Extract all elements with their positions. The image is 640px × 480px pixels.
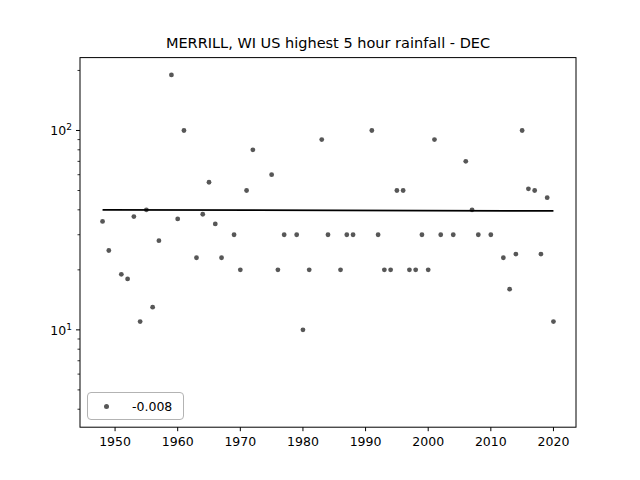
scatter-point [476, 232, 481, 237]
legend-dot-marker-icon [104, 404, 109, 409]
scatter-point [520, 128, 525, 133]
x-tick-label: 1990 [350, 434, 382, 449]
x-tick-label: 1980 [287, 434, 319, 449]
trend-line [103, 210, 554, 211]
scatter-point [244, 188, 249, 193]
scatter-point [294, 232, 299, 237]
scatter-point [194, 255, 199, 260]
scatter-point [413, 267, 418, 272]
scatter-point [131, 214, 136, 219]
axes-frame [80, 58, 576, 428]
scatter-point [545, 195, 550, 200]
y-tick-label: 102 [38, 122, 72, 138]
scatter-point [432, 137, 437, 142]
scatter-point [551, 319, 556, 324]
x-tick-label: 2020 [538, 434, 570, 449]
scatter-point [451, 232, 456, 237]
scatter-point [106, 248, 111, 253]
scatter-point [175, 217, 180, 222]
scatter-point [169, 72, 174, 77]
x-tick-label: 1960 [162, 434, 194, 449]
scatter-point [539, 252, 544, 257]
scatter-point [219, 255, 224, 260]
x-tick-label: 1950 [99, 434, 131, 449]
x-tick-label: 2010 [475, 434, 507, 449]
scatter-point [426, 267, 431, 272]
scatter-point [463, 159, 468, 164]
scatter-point [388, 267, 393, 272]
scatter-point [125, 277, 130, 282]
scatter-point [401, 188, 406, 193]
scatter-point [501, 255, 506, 260]
scatter-point [275, 267, 280, 272]
scatter-point [420, 232, 425, 237]
scatter-point [394, 188, 399, 193]
y-tick-label: 101 [38, 322, 72, 338]
scatter-point [326, 232, 331, 237]
scatter-point [351, 232, 356, 237]
scatter-point [344, 232, 349, 237]
scatter-point [238, 267, 243, 272]
scatter-point [250, 147, 255, 152]
legend-trend-slope-label: -0.008 [132, 399, 172, 414]
scatter-point [138, 319, 143, 324]
scatter-point [369, 128, 374, 133]
scatter-point [207, 180, 212, 185]
scatter-point [382, 267, 387, 272]
x-tick-label: 1970 [224, 434, 256, 449]
scatter-point [282, 232, 287, 237]
scatter-point [338, 267, 343, 272]
scatter-point [119, 272, 124, 277]
scatter-point [407, 267, 412, 272]
x-tick-label: 2000 [412, 434, 444, 449]
scatter-point [301, 327, 306, 332]
scatter-point [438, 232, 443, 237]
scatter-point [488, 232, 493, 237]
scatter-point [507, 287, 512, 292]
scatter-point [526, 186, 531, 191]
scatter-point [269, 172, 274, 177]
figure: MERRILL, WI US highest 5 hour rainfall -… [0, 0, 640, 480]
legend-box: -0.008 [87, 392, 184, 420]
scatter-point [200, 212, 205, 217]
scatter-point [376, 232, 381, 237]
scatter-point [319, 137, 324, 142]
scatter-point [213, 221, 218, 226]
scatter-point [100, 219, 105, 224]
scatter-point [307, 267, 312, 272]
scatter-point [532, 188, 537, 193]
scatter-point [157, 238, 162, 243]
scatter-point [513, 252, 518, 257]
scatter-point [150, 305, 155, 310]
scatter-point [232, 232, 237, 237]
scatter-point [182, 128, 187, 133]
